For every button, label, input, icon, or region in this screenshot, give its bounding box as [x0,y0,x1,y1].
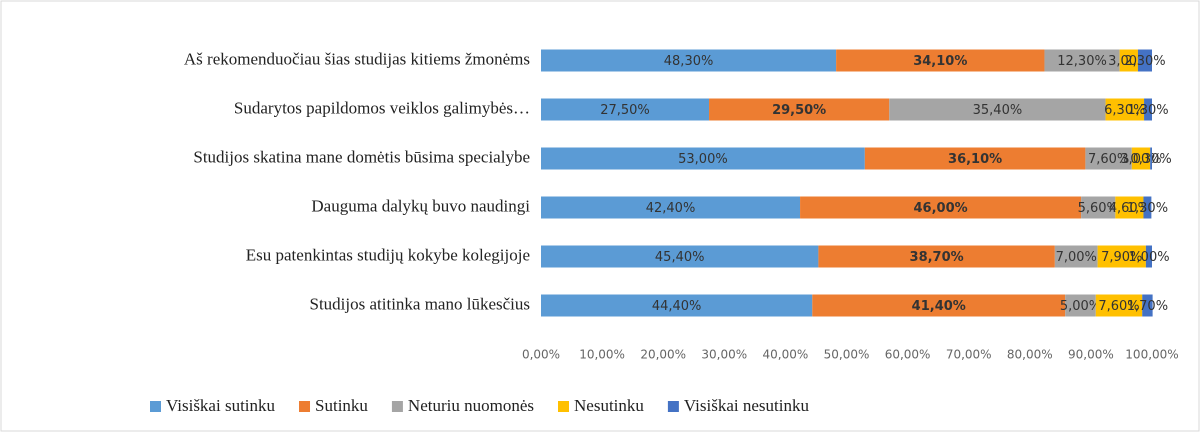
bar-segment [541,49,837,72]
bar-segment [812,294,1066,317]
x-tick-label: 60,00% [885,348,931,362]
bar-segment [1065,294,1096,317]
data-label: 1,30% [1127,103,1168,118]
bar-segment [889,98,1106,121]
data-label: 7,60% [1088,152,1129,167]
bar-segment [1054,245,1098,268]
bar-segment [1085,147,1132,170]
data-label: 1,30% [1127,201,1168,216]
bar-segment [800,196,1082,219]
data-label: 4,60% [1109,201,1150,216]
x-tick-label: 70,00% [946,348,992,362]
x-tick-label: 10,00% [579,348,625,362]
legend-swatch [150,401,161,412]
x-tick-label: 80,00% [1007,348,1053,362]
x-tick-label: 40,00% [763,348,809,362]
bar-segment [818,245,1055,268]
bar-segment [1095,294,1143,317]
x-tick-label: 90,00% [1068,348,1114,362]
x-tick-label: 0,00% [522,348,560,362]
legend-label: Nesutinku [574,396,644,415]
bar-segment [541,147,865,170]
data-label: 2,30% [1124,54,1165,69]
bar-segment [1097,245,1146,268]
category-label: Sudarytos papildomos veiklos galimybės… [234,98,530,117]
data-label: 53,00% [678,152,728,167]
bar-segment [1119,49,1138,72]
bar-segment [1105,98,1145,121]
legend-swatch [667,401,679,412]
legend-label: Visiškai nesutinku [684,396,810,415]
bar-segment [1137,49,1152,72]
bar-segment [541,98,710,121]
bar-segment [1115,196,1144,219]
data-label: 0,30% [1130,152,1171,167]
bar-segment [1143,196,1152,219]
category-label: Studijos atitinka mano lūkesčius [309,294,530,313]
bar-segment [541,294,813,317]
bar-segment [1131,147,1151,170]
x-tick-label: 20,00% [640,348,686,362]
bar-segment [836,49,1045,72]
bar-segment [709,98,890,121]
x-tick-label: 50,00% [824,348,870,362]
data-label: 46,00% [914,201,968,216]
data-label: 35,40% [973,103,1023,118]
bar-segment [541,196,801,219]
data-label: 27,50% [600,103,650,118]
category-label: Dauguma dalykų buvo naudingi [311,196,530,215]
bar-segment [1150,147,1152,170]
bar-segment [864,147,1086,170]
data-label: 34,10% [913,54,967,69]
data-label: 7,90% [1101,250,1142,265]
data-label: 42,40% [646,201,696,216]
category-label: Esu patenkintas studijų kokybe kolegijoj… [246,245,530,264]
data-label: 48,30% [664,54,714,69]
legend-swatch [391,401,403,412]
category-label: Aš rekomenduočiau šias studijas kitiems … [184,49,530,68]
data-label: 5,00% [1060,299,1101,314]
category-label: Studijos skatina mane domėtis būsima spe… [193,147,530,166]
legend-label: Sutinku [315,396,368,415]
data-label: 5,60% [1078,201,1119,216]
data-label: 36,10% [948,152,1002,167]
bar-segment [1145,245,1152,268]
data-label: 6,30% [1104,103,1145,118]
bar-segment [1081,196,1116,219]
data-label: 1,70% [1127,299,1168,314]
bar-segment [1144,98,1152,121]
data-label: 38,70% [910,250,964,265]
legend-swatch [299,401,311,412]
legend-swatch [558,401,569,412]
x-tick-label: 100,00% [1125,348,1178,362]
data-label: 29,50% [772,103,826,118]
data-label: 7,00% [1056,250,1097,265]
bar-segment [1044,49,1120,72]
legend-label: Neturiu nuomonės [408,396,534,415]
data-label: 12,30% [1057,54,1107,69]
data-label: 41,40% [912,299,966,314]
bar-segment [1142,294,1153,317]
data-label: 1,00% [1128,250,1169,265]
data-label: 45,40% [655,250,705,265]
x-tick-label: 30,00% [701,348,747,362]
data-label: 7,60% [1098,299,1139,314]
data-label: 44,40% [652,299,702,314]
bar-segment [541,245,819,268]
legend-label: Visiškai sutinku [166,396,276,415]
